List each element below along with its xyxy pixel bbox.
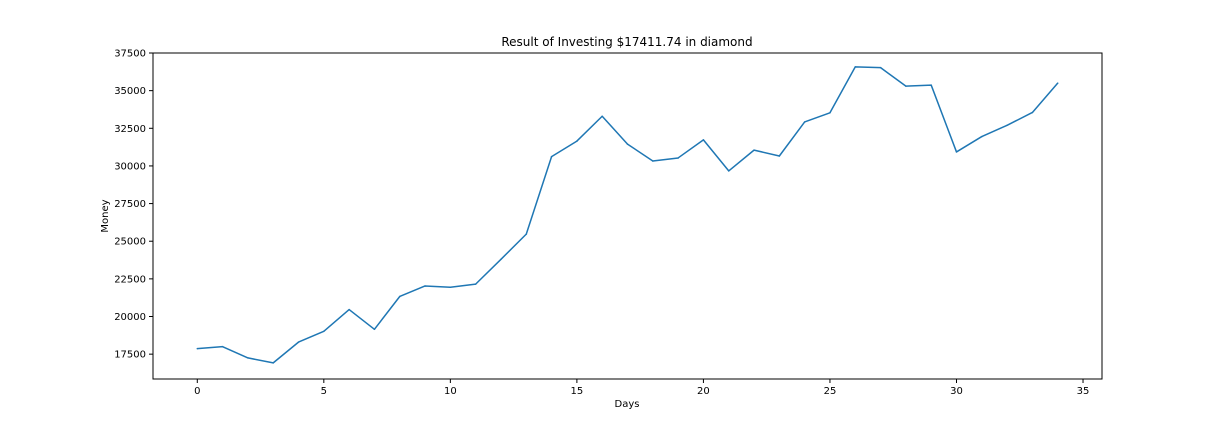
y-tick-label: 20000: [114, 312, 146, 323]
x-tick-label: 20: [697, 386, 710, 397]
data-point: [525, 233, 528, 235]
data-point: [1031, 111, 1034, 114]
data-point: [829, 112, 831, 114]
plot-background: [153, 53, 1102, 379]
data-point: [398, 295, 401, 298]
x-axis: 0 5 10 15 20 25 30 35: [194, 379, 1089, 397]
data-point: [449, 286, 452, 289]
chart-title: Result of Investing $17411.74 in diamond: [501, 35, 752, 49]
data-point: [550, 155, 553, 158]
x-tick-label: 15: [571, 386, 584, 397]
x-axis-label: Days: [615, 399, 640, 410]
y-axis-label: Money: [100, 199, 111, 232]
data-point: [247, 357, 249, 359]
data-point: [424, 285, 426, 287]
y-tick-label: 27500: [114, 199, 146, 210]
y-tick-label: 17500: [114, 350, 146, 361]
data-point: [981, 135, 983, 138]
y-tick-label: 25000: [114, 237, 146, 248]
data-point: [272, 362, 274, 364]
data-point: [601, 115, 603, 117]
y-axis: 17500 20000 22500 25000 27500 30000 32500 35000…: [114, 49, 153, 361]
data-point: [778, 155, 781, 157]
data-point: [348, 308, 350, 311]
data-point: [1006, 124, 1008, 127]
y-tick-label: 30000: [114, 161, 146, 172]
data-point: [323, 330, 325, 333]
series-lines: [196, 66, 1059, 364]
data-point: [196, 347, 199, 350]
data-point: [803, 121, 806, 123]
data-point: [626, 143, 629, 145]
x-tick-label: 5: [321, 386, 327, 397]
data-point: [474, 283, 477, 285]
x-tick-label: 0: [194, 386, 200, 397]
data-point: [500, 258, 502, 261]
x-tick-label: 10: [444, 386, 457, 397]
data-point: [576, 140, 578, 142]
y-tick-label: 35000: [114, 86, 146, 97]
data-point: [930, 84, 932, 86]
data-point: [879, 66, 882, 69]
data-point: [373, 328, 376, 331]
data-point: [221, 345, 224, 348]
data-point: [297, 341, 300, 343]
x-tick-label: 25: [824, 386, 837, 397]
plot-area: [152, 52, 1103, 380]
data-point: [854, 66, 857, 68]
y-tick-label: 32500: [114, 124, 146, 135]
data-point: [702, 139, 705, 141]
data-point: [1056, 82, 1059, 84]
x-tick-label: 30: [950, 386, 963, 397]
data-point: [905, 85, 907, 87]
data-point: [677, 157, 679, 159]
plot-frame: [152, 52, 1103, 380]
data-point: [753, 149, 755, 151]
data-point: [652, 160, 654, 162]
x-tick-label: 35: [1077, 386, 1090, 397]
y-tick-label: 37500: [114, 49, 146, 60]
data-point: [727, 170, 730, 172]
y-tick-label: 22500: [114, 274, 146, 285]
data-point: [955, 151, 958, 153]
